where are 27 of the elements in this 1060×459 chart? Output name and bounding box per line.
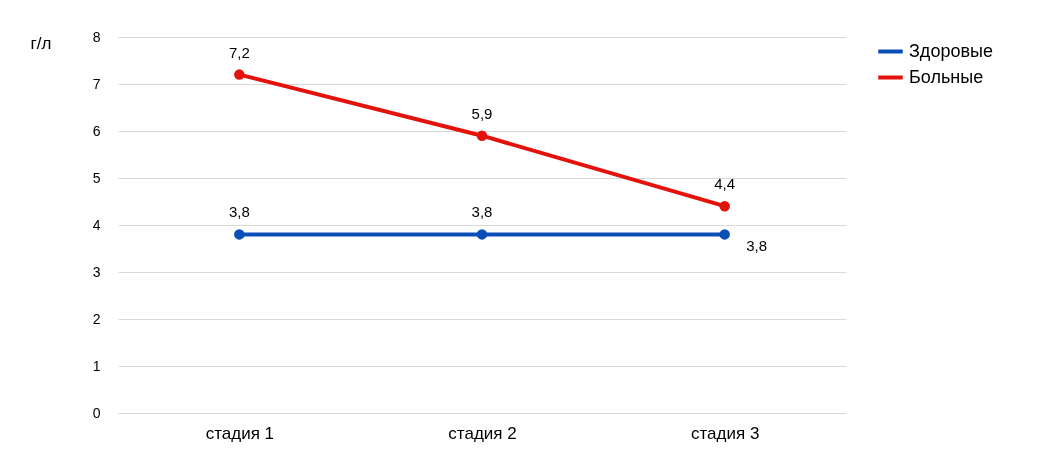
y-tick-label: 2 (92, 310, 101, 327)
data-label: 3,8 (471, 203, 493, 221)
y-tick-label: 6 (92, 122, 101, 139)
point (719, 200, 730, 212)
point (476, 229, 488, 240)
y-tick-label: 1 (92, 357, 101, 374)
y-tick-label: 3 (92, 263, 101, 280)
point (234, 229, 245, 240)
data-label: 5,9 (471, 104, 493, 122)
y-tick-label: 8 (92, 28, 101, 45)
x-tick-label: стадия 2 (448, 423, 517, 443)
data-label: 3,8 (746, 237, 768, 255)
legend-label: Здоровые (909, 40, 993, 61)
data-label: 4,4 (714, 175, 736, 193)
legend-label: Больные (909, 66, 984, 87)
data-label: 3,8 (228, 203, 250, 221)
x-tick-label: стадия 3 (690, 423, 760, 443)
data-label: 7,2 (228, 43, 250, 61)
point (476, 130, 488, 141)
x-tick-label: стадия 1 (205, 423, 275, 443)
point (234, 69, 245, 80)
y-tick-label: 7 (92, 75, 101, 92)
y-tick-label: 5 (92, 169, 101, 186)
y-tick-label: 0 (92, 404, 101, 421)
y-tick-label: 4 (92, 216, 101, 233)
y-axis-title: г/л (30, 33, 52, 53)
point (719, 229, 730, 240)
